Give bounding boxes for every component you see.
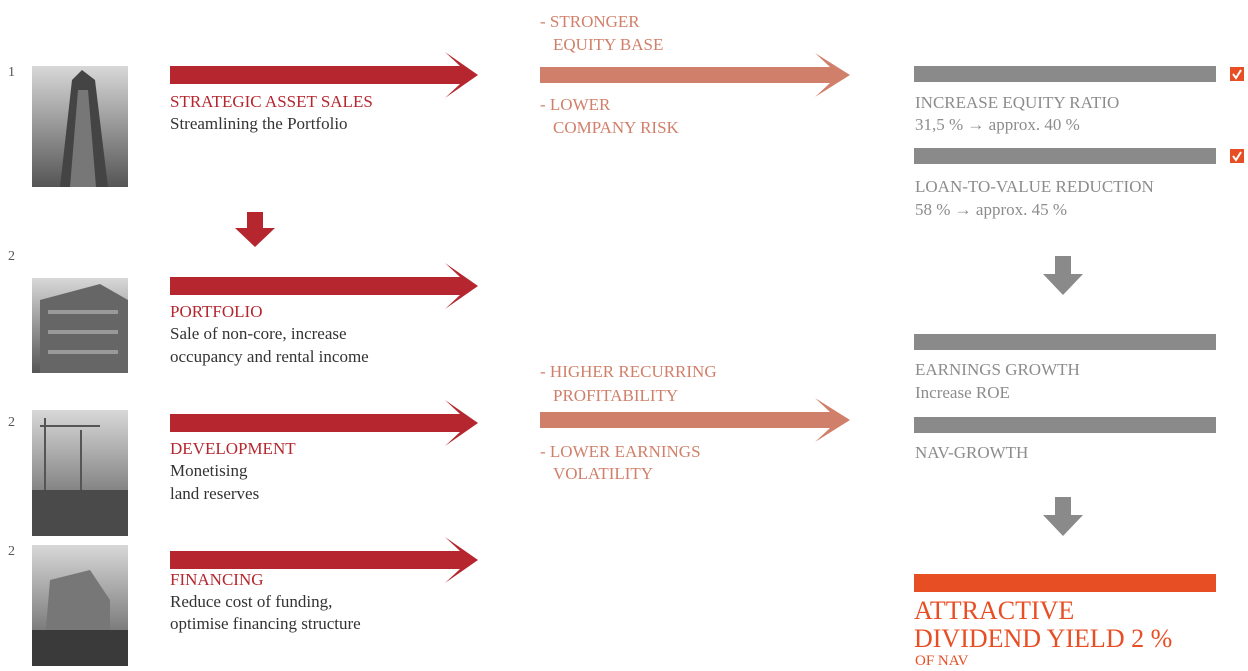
item-text: occupancy and rental income (170, 347, 369, 366)
grey-bars (914, 66, 1216, 536)
item-text: Sale of non-core, increase (170, 324, 347, 343)
goal-title: NAV-GROWTH (915, 443, 1029, 462)
photo (32, 545, 128, 666)
check (1230, 149, 1244, 163)
goal-title: INCREASE EQUITY RATIO (915, 93, 1120, 112)
item-text: land reserves (170, 484, 260, 503)
result-suffix: OF NAV (915, 653, 969, 669)
photo (32, 410, 128, 536)
step-number: 2 (8, 249, 15, 264)
item-text: Monetising (170, 461, 248, 480)
goal-detail: Increase ROE (915, 383, 1010, 402)
photo (32, 278, 128, 373)
red-arrows (170, 52, 478, 583)
effect: - HIGHER RECURRING (540, 362, 717, 381)
item-title: FINANCING (170, 570, 264, 589)
item-text: Reduce cost of funding, (170, 592, 333, 611)
step-number: 2 (8, 415, 15, 430)
goal-title: LOAN-TO-VALUE REDUCTION (915, 177, 1154, 196)
salmon-arrows (540, 53, 850, 442)
item-text: optimise financing structure (170, 614, 361, 633)
check (1230, 67, 1244, 81)
result-title: ATTRACTIVE (914, 596, 1075, 625)
item-title: STRATEGIC ASSET SALES (170, 92, 373, 111)
goal-title: EARNINGS GROWTH (915, 360, 1080, 379)
effect: EQUITY BASE (553, 35, 664, 54)
effect: PROFITABILITY (553, 386, 679, 405)
effect: - LOWER (540, 95, 611, 114)
effect: COMPANY RISK (553, 118, 679, 137)
goal-detail: 31,5 % → approx. 40 % (915, 115, 1080, 134)
item-text: Streamlining the Portfolio (170, 114, 348, 133)
effect: - STRONGER (540, 12, 640, 31)
goal-detail: 58 % → approx. 45 % (915, 200, 1068, 219)
result-bar (914, 574, 1216, 592)
step-number: 2 (8, 544, 15, 559)
step-number: 1 (8, 65, 15, 80)
photo (32, 66, 128, 187)
item-title: DEVELOPMENT (170, 439, 296, 458)
effect: VOLATILITY (553, 464, 654, 483)
effect: - LOWER EARNINGS (540, 442, 701, 461)
result-title: DIVIDEND YIELD 2 % (914, 624, 1173, 653)
item-title: PORTFOLIO (170, 302, 263, 321)
